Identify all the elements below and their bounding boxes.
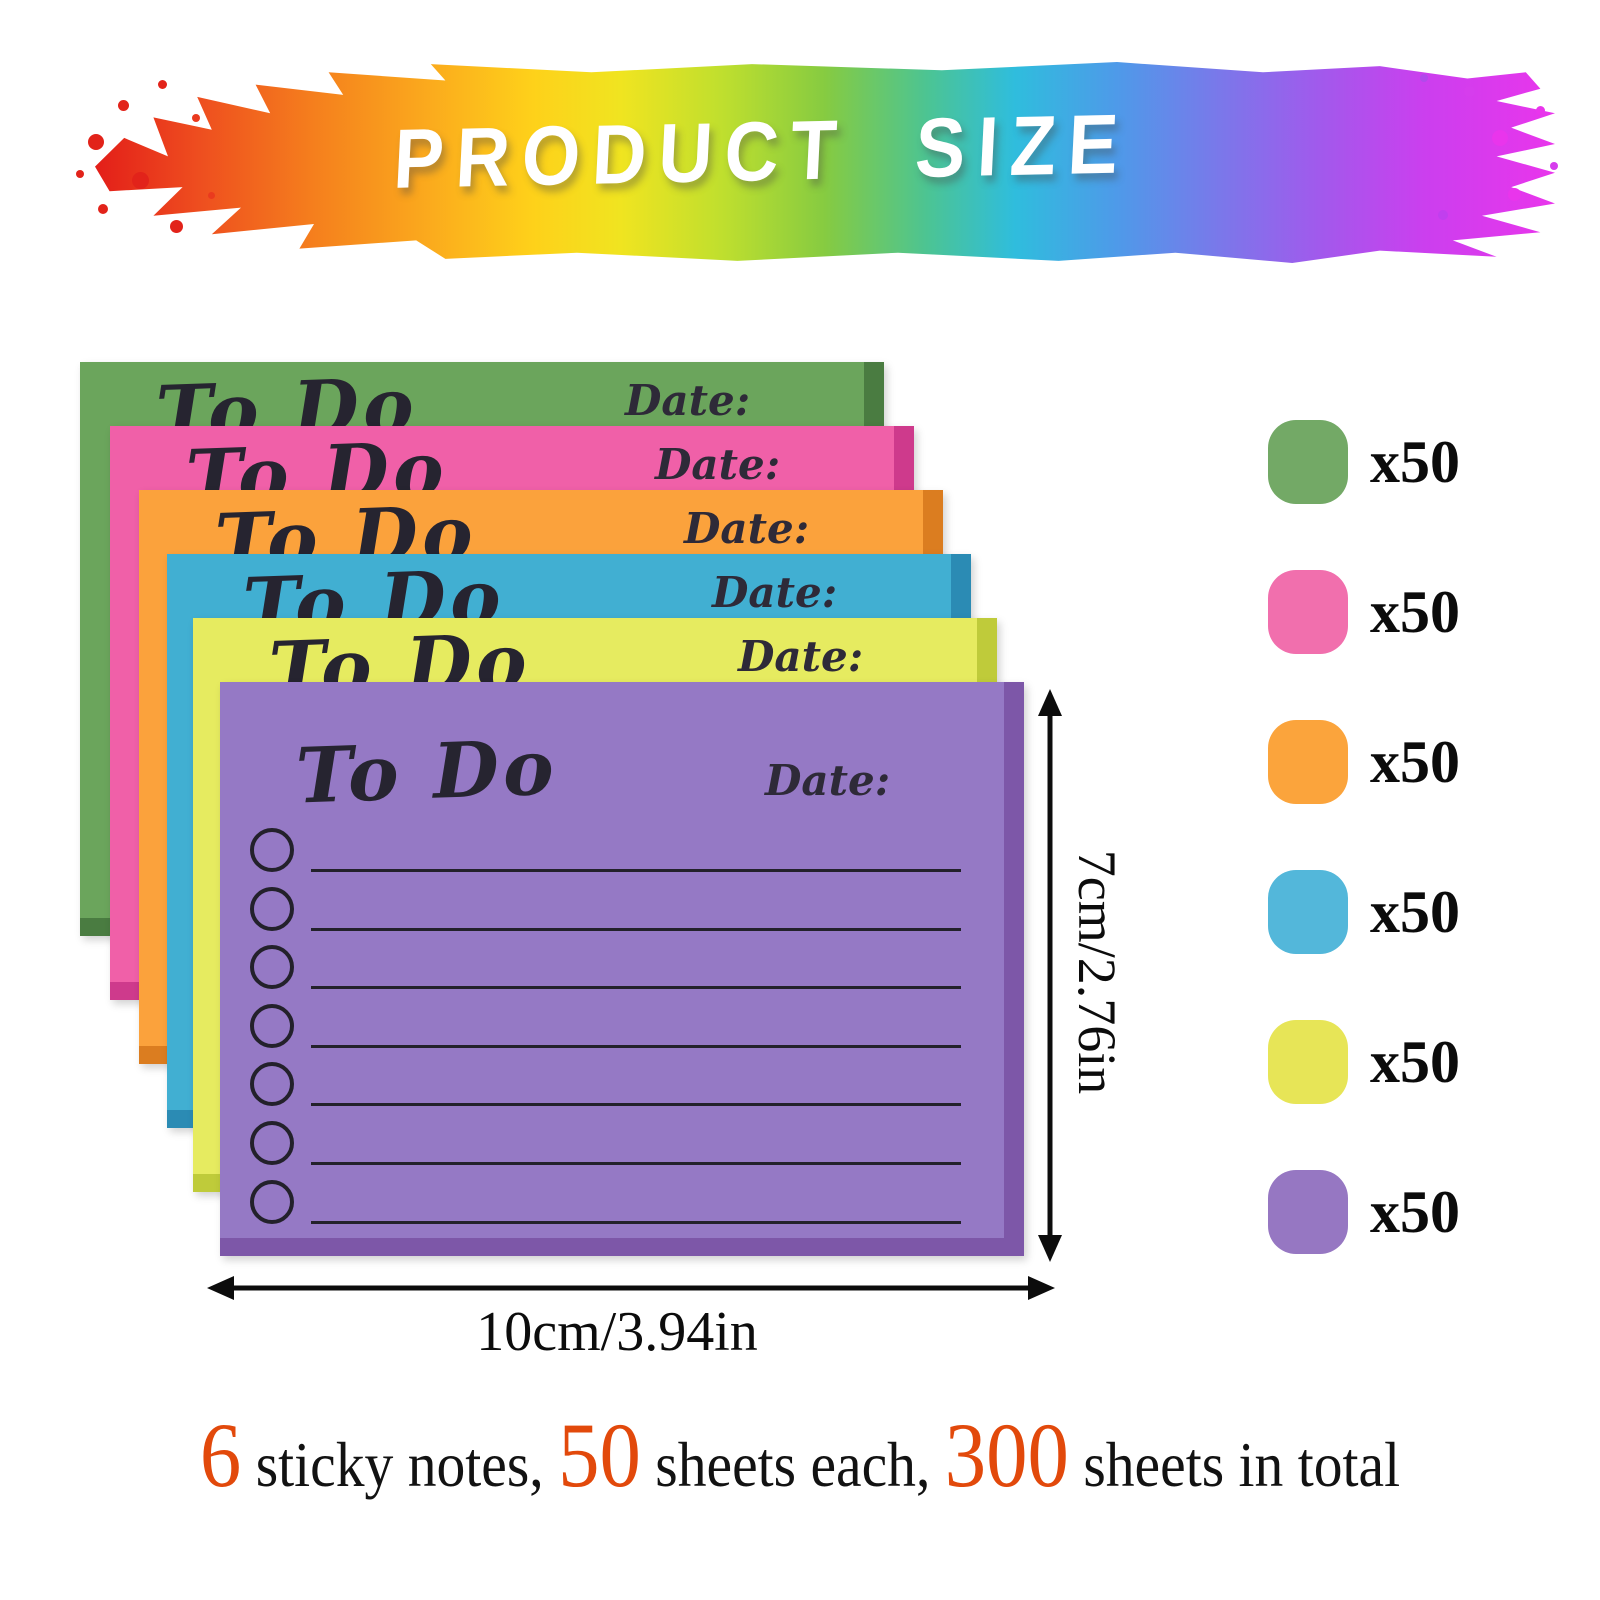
todo-list-line [311,1103,961,1107]
footer-number: 50 [558,1404,641,1506]
legend-row-orange: x50 [1268,720,1460,804]
todo-list-line [311,869,961,872]
note-date-label: Date: [625,376,751,425]
todo-list-circle [250,886,294,931]
legend-row-yellow: x50 [1268,1020,1460,1104]
splatter-dot [118,100,129,111]
color-swatch-purple [1268,1170,1348,1254]
footer-caption: 6 sticky notes, 50 sheets each, 300 shee… [80,1402,1520,1508]
splatter-dot [98,204,108,214]
color-swatch-yellow [1268,1020,1348,1104]
todo-list-line [311,1162,961,1165]
splatter-dot [1464,86,1475,97]
splatter-dot [192,114,200,122]
splatter-dot [1438,210,1448,220]
legend-row-purple: x50 [1268,1170,1460,1254]
count-label: x50 [1370,1179,1460,1245]
todo-list-circle [250,1121,294,1165]
splatter-dot [208,192,215,199]
todo-list-line [311,1044,961,1048]
height-dimension-arrow [1038,689,1062,1262]
note-date-label: Date: [738,632,864,681]
color-swatch-orange [1268,720,1348,804]
splatter-dot [1508,188,1521,201]
note-date-label: Date: [655,440,781,489]
footer-number: 300 [944,1404,1069,1506]
todo-list-line [311,1220,961,1224]
color-swatch-blue [1268,870,1348,954]
todo-list-circle [250,1179,294,1224]
width-dimension-label: 10cm/3.94in [476,1301,758,1363]
splatter-dot [158,80,167,89]
count-label: x50 [1370,429,1460,495]
footer-text: sheets each, [640,1429,945,1500]
footer-text: sticky notes, [241,1429,559,1500]
splatter-dot [1550,162,1558,170]
note-date-label: Date: [765,756,891,805]
count-label: x50 [1370,1029,1460,1095]
count-label: x50 [1370,879,1460,945]
note-date-label: Date: [684,504,810,553]
splatter-dot [1536,106,1545,115]
count-label: x50 [1370,579,1460,645]
height-dimension-label: 7cm/2.76in [1067,849,1127,1095]
todo-list-line [311,927,961,931]
legend-row-green: x50 [1268,420,1460,504]
splatter-dot [1492,130,1508,146]
todo-list-line [311,986,961,990]
splatter-dot [132,172,149,189]
width-dimension-arrow [207,1276,1055,1300]
splatter-dot [1420,74,1428,82]
color-swatch-green [1268,420,1348,504]
note-date-label: Date: [712,568,838,617]
footer-text: sheets in total [1068,1429,1401,1500]
legend-row-blue: x50 [1268,870,1460,954]
legend-row-pink: x50 [1268,570,1460,654]
note-title: To Do [294,722,560,821]
todo-list-circle [250,945,294,990]
todo-list-circle [250,828,294,872]
color-count-legend: x50 x50 x50 x50 x50 x50 [1268,420,1460,1320]
banner: PRODUCT SIZE [40,22,1560,278]
splatter-dot [76,170,84,178]
count-label: x50 [1370,729,1460,795]
rainbow-brush-stroke [95,62,1555,263]
todo-list-circle [250,1003,294,1048]
splatter-dot [170,220,183,233]
sticky-note-purple: To Do Date: [220,682,1024,1256]
todo-list-circle [250,1062,294,1107]
splatter-dot [88,134,104,150]
color-swatch-pink [1268,570,1348,654]
footer-number: 6 [199,1404,242,1506]
